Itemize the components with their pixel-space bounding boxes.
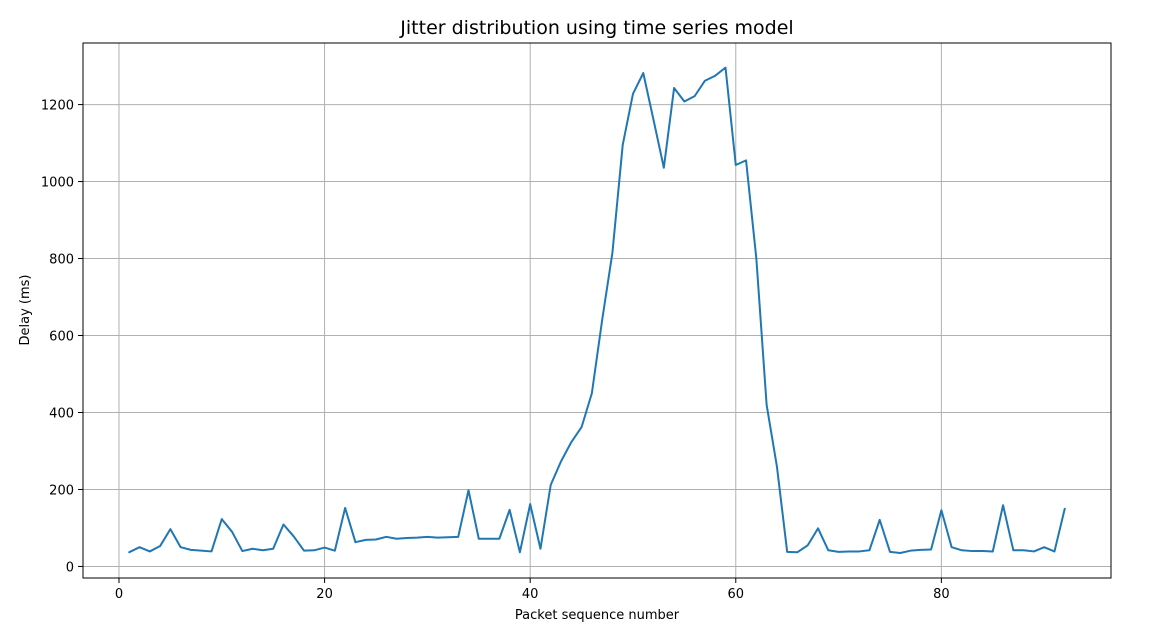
x-tick-label: 0: [115, 587, 123, 602]
y-tick-label: 1000: [41, 176, 74, 191]
y-tick-label: 0: [66, 560, 74, 575]
chart-title: Jitter distribution using time series mo…: [399, 17, 793, 39]
series-line: [128, 66, 1066, 554]
plot-frame: [82, 42, 1112, 579]
grid: [83, 43, 1111, 578]
y-tick-label: 1200: [41, 99, 74, 114]
y-tick-label: 800: [49, 253, 74, 268]
x-tick-label: 60: [728, 587, 745, 602]
x-tick-label: 20: [316, 587, 333, 602]
y-axis-label: Delay (ms): [18, 275, 33, 346]
series-layer: [128, 66, 1066, 554]
y-tick-label: 600: [49, 330, 74, 345]
y-tick-label: 400: [49, 406, 74, 421]
x-axis-label: Packet sequence number: [515, 608, 680, 623]
plot-background: [83, 43, 1111, 578]
x-tick-label: 40: [522, 587, 539, 602]
x-tick-label: 80: [933, 587, 950, 602]
y-tick-label: 200: [49, 483, 74, 498]
